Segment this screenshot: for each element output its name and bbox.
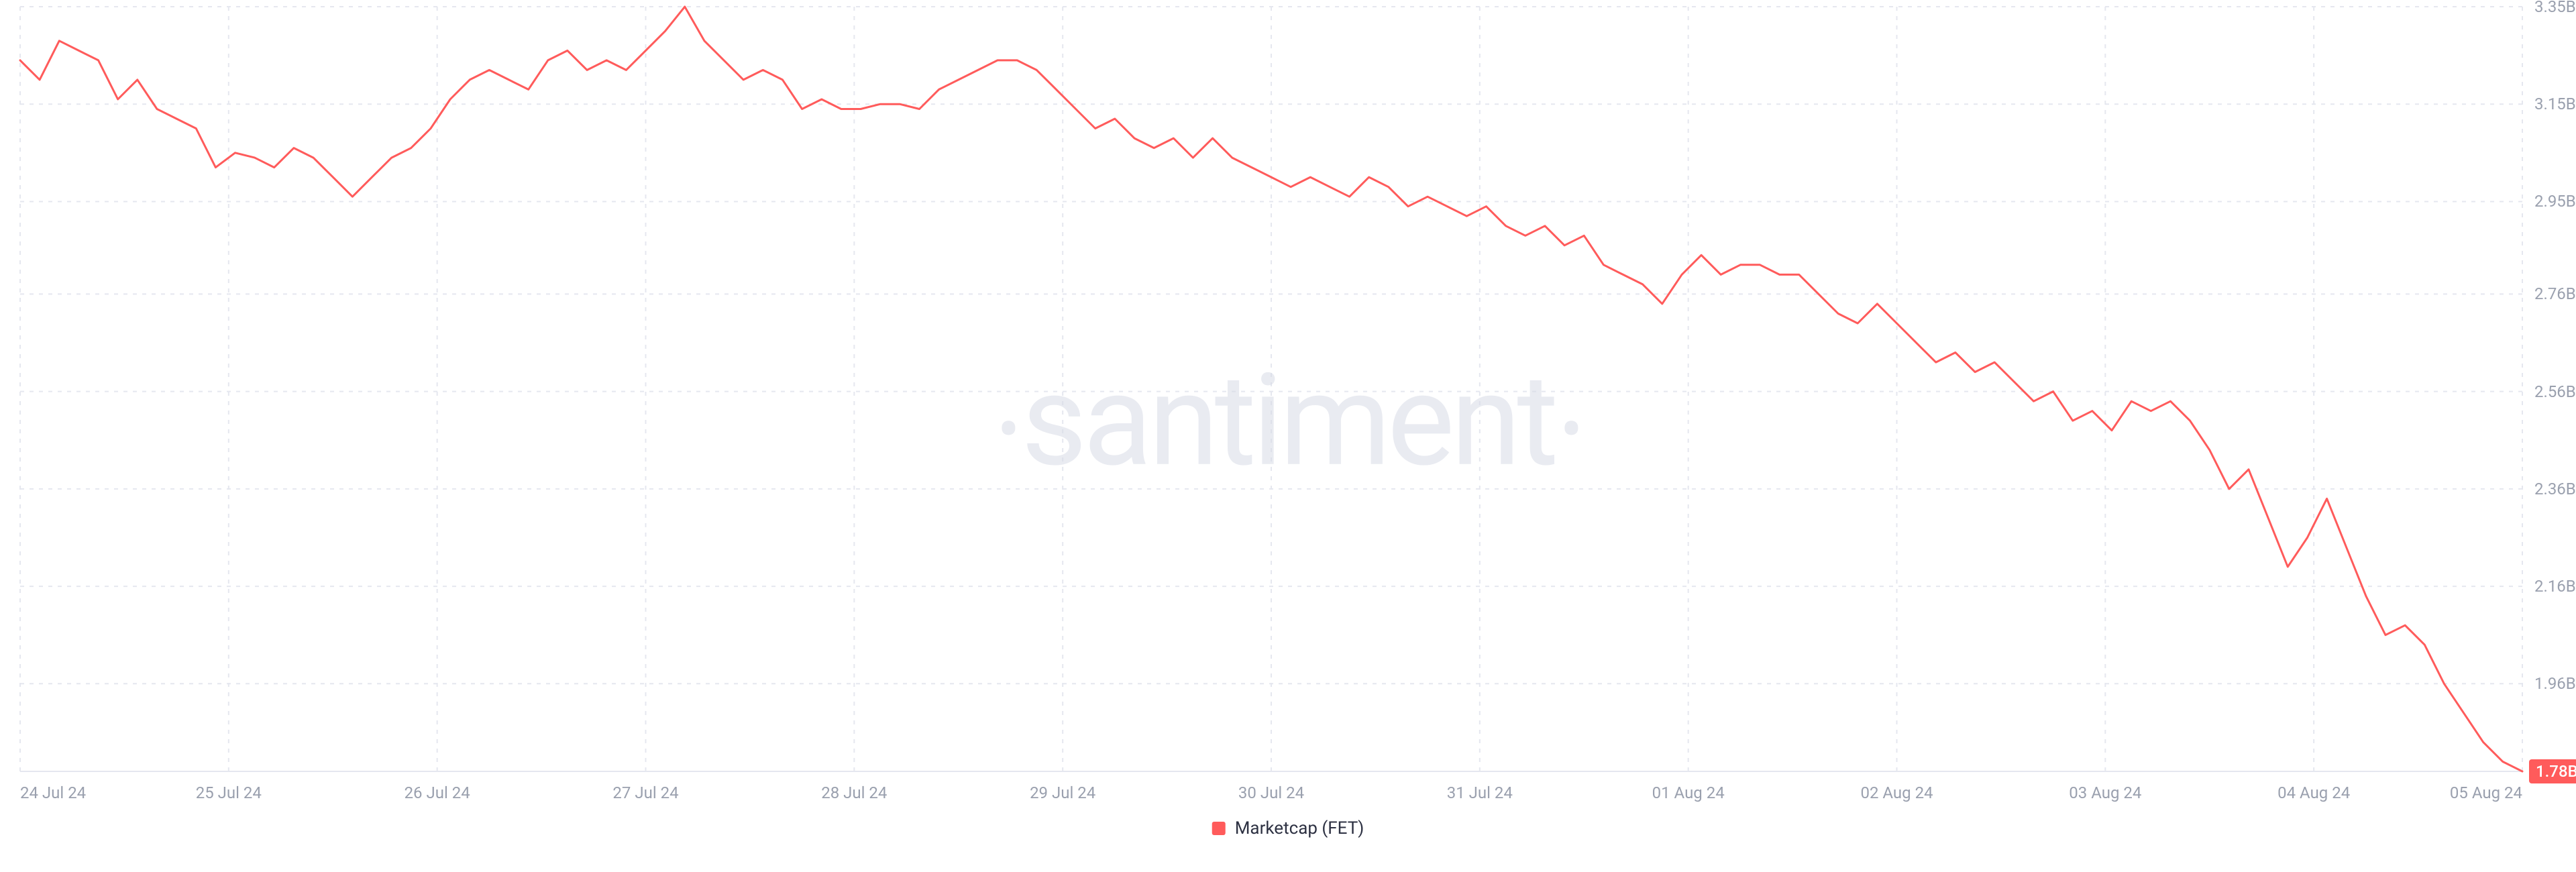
x-axis-tick-label: 28 Jul 24: [821, 783, 887, 802]
current-value-badge: 1.78B: [2529, 759, 2576, 783]
y-axis-tick-label: 2.56B: [2534, 382, 2576, 401]
y-axis-tick-label: 3.35B: [2534, 0, 2576, 16]
current-value-text: 1.78B: [2536, 762, 2576, 781]
legend: Marketcap (FET): [1212, 818, 1364, 838]
y-axis-tick-label: 2.95B: [2534, 192, 2576, 211]
chart-svg: [0, 0, 2576, 872]
legend-label: Marketcap (FET): [1235, 818, 1364, 838]
x-axis-tick-label: 01 Aug 24: [1652, 783, 1725, 802]
x-axis-tick-label: 03 Aug 24: [2069, 783, 2141, 802]
x-axis-tick-label: 29 Jul 24: [1030, 783, 1095, 802]
y-axis-tick-label: 2.76B: [2534, 284, 2576, 303]
y-axis-tick-label: 2.16B: [2534, 577, 2576, 596]
legend-swatch: [1212, 822, 1226, 835]
x-axis-tick-label: 25 Jul 24: [196, 783, 262, 802]
x-axis-tick-label: 26 Jul 24: [405, 783, 470, 802]
x-axis-tick-label: 02 Aug 24: [1860, 783, 1933, 802]
x-axis-tick-label: 27 Jul 24: [612, 783, 678, 802]
x-axis-tick-label: 30 Jul 24: [1238, 783, 1304, 802]
y-axis-tick-label: 2.36B: [2534, 480, 2576, 498]
y-axis-tick-label: 1.96B: [2534, 674, 2576, 693]
x-axis-tick-label: 24 Jul 24: [20, 783, 86, 802]
marketcap-chart: •santiment• 24 Jul 2425 Jul 2426 Jul 242…: [0, 0, 2576, 872]
x-axis-tick-label: 31 Jul 24: [1447, 783, 1513, 802]
y-axis-tick-label: 3.15B: [2534, 95, 2576, 113]
x-axis-tick-label: 05 Aug 24: [2450, 783, 2522, 802]
x-axis-tick-label: 04 Aug 24: [2277, 783, 2350, 802]
